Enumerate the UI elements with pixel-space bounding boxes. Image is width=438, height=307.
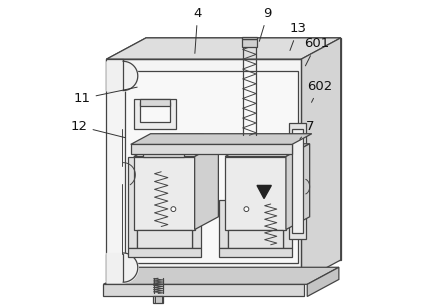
Bar — [289, 123, 306, 239]
Bar — [242, 39, 257, 47]
Polygon shape — [106, 38, 341, 59]
Bar — [292, 129, 303, 233]
Bar — [134, 99, 177, 129]
Bar — [140, 102, 170, 122]
Text: 12: 12 — [71, 120, 125, 138]
Polygon shape — [301, 38, 341, 281]
Bar — [125, 71, 298, 263]
Text: 602: 602 — [307, 80, 332, 102]
Polygon shape — [286, 144, 310, 230]
Polygon shape — [225, 144, 310, 157]
Polygon shape — [307, 267, 339, 297]
Bar — [131, 144, 292, 154]
Polygon shape — [194, 144, 219, 230]
Polygon shape — [134, 144, 219, 157]
Text: 7: 7 — [300, 120, 314, 139]
Bar — [228, 230, 283, 248]
Bar — [106, 59, 123, 90]
Bar — [191, 211, 201, 248]
Polygon shape — [143, 134, 204, 145]
Bar — [137, 230, 191, 248]
Text: 4: 4 — [194, 7, 202, 53]
Bar — [153, 296, 163, 303]
Text: 13: 13 — [290, 22, 307, 51]
Circle shape — [244, 207, 249, 212]
Polygon shape — [106, 38, 341, 59]
Polygon shape — [242, 37, 257, 39]
Text: 9: 9 — [259, 7, 272, 41]
Polygon shape — [103, 267, 339, 284]
Bar — [103, 284, 304, 297]
Bar — [106, 59, 301, 281]
Bar — [128, 157, 137, 248]
Polygon shape — [257, 185, 271, 199]
Bar — [225, 157, 286, 230]
Bar — [219, 200, 228, 248]
Text: 601: 601 — [304, 37, 329, 66]
Bar — [140, 99, 170, 106]
Bar — [134, 157, 194, 230]
Bar — [219, 248, 292, 257]
Bar — [283, 193, 292, 248]
Bar — [128, 248, 201, 257]
Polygon shape — [146, 38, 341, 260]
Bar — [106, 254, 123, 281]
Bar — [143, 145, 184, 157]
Circle shape — [171, 207, 176, 212]
Polygon shape — [131, 134, 312, 144]
Text: 11: 11 — [74, 87, 137, 105]
